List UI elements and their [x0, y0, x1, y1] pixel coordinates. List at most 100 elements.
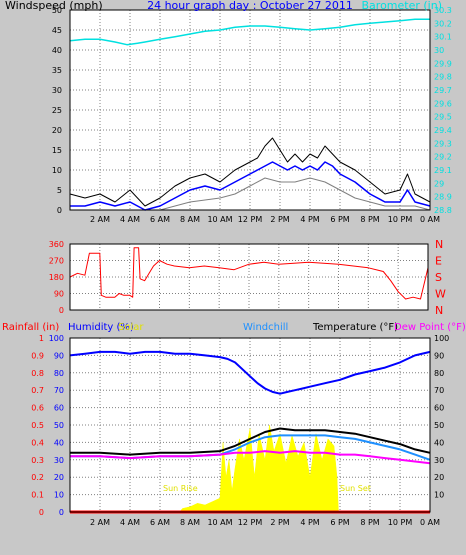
direction-y-tick-label: 90	[54, 290, 64, 299]
temperature-y-ticks: 10 20 30 40 50 60 70 80 90 100	[434, 334, 449, 500]
sun-set-label: Sun Set	[340, 484, 371, 493]
wind-y-tick-label: 45	[52, 26, 62, 35]
rain-y-tick-label: 0.1	[31, 491, 44, 500]
barometer-y-tick-label: 29.9	[434, 59, 452, 68]
x-tick-label: 2 PM	[270, 518, 289, 527]
grid-direction	[70, 243, 428, 311]
barometer-y-tick-label: 28.8	[434, 206, 452, 215]
wind-y-tick-label: 20	[52, 126, 62, 135]
rain-y-tick-label: 0.8	[31, 369, 44, 378]
temperature-legend: Rainfall (in) Humidity (%)Solar Windchill T…	[2, 322, 466, 333]
legend-label: Temperature (°F)	[312, 322, 398, 333]
barometer-y-tick-label: 29.7	[434, 86, 452, 95]
x-tick-label: 8 PM	[360, 215, 379, 224]
temperature-line	[70, 427, 431, 456]
wind-y-tick-label: 30	[52, 86, 62, 95]
compass-label: S	[435, 271, 442, 284]
x-tick-label: 2 AM	[90, 518, 110, 527]
barometer-y-tick-label: 29.3	[434, 139, 452, 148]
x-tick-label: 8 AM	[180, 518, 200, 527]
x-tick-label: 0 AM	[420, 215, 440, 224]
barometer-y-tick-label: 30.3	[434, 6, 452, 15]
wind-x-ticks: 2 AM 4 AM 6 AM 8 AM 10 AM 12 PM 2 PM 4 PM 6 PM 8 …	[90, 215, 440, 224]
x-tick-label: 4 PM	[300, 215, 319, 224]
rain-y-ticks: 0 0.1 0.2 0.3 0.4 0.5 0.6 0.7 0.8 0.9 1	[31, 334, 44, 517]
plot-border-temperature	[69, 337, 431, 513]
series-direction	[69, 247, 429, 300]
rain-y-tick-label: 0.5	[31, 421, 44, 430]
humidity-line	[69, 350, 431, 395]
x-tick-label: 10 AM	[207, 215, 232, 224]
direction-y-ticks: 0 90 180 270 360	[49, 240, 64, 315]
humidity-y-tick-label: 80	[54, 369, 64, 378]
wind-y-ticks: 0 5 10 15 20 25 30 35 40 45 50	[52, 6, 62, 215]
temperature-y-tick-label: 50	[434, 421, 444, 430]
compass-label: W	[435, 288, 446, 301]
legend-label: Rainfall (in)	[2, 322, 59, 333]
x-tick-label: 12 PM	[238, 215, 263, 224]
humidity-y-tick-label: 90	[54, 351, 64, 360]
sun-rise-label: Sun Rise	[163, 484, 198, 493]
temperature-y-tick-label: 60	[434, 404, 444, 413]
x-tick-label: 2 AM	[90, 215, 110, 224]
wind-y-tick-label: 0	[57, 206, 62, 215]
x-tick-label: 4 AM	[120, 215, 140, 224]
temperature-y-tick-label: 80	[434, 369, 444, 378]
barometer-y-tick-label: 30	[434, 46, 444, 55]
barometer-y-tick-label: 29.1	[434, 166, 452, 175]
wind-y-tick-label: 35	[52, 66, 62, 75]
x-tick-label: 2 PM	[270, 215, 289, 224]
wind-y-tick-label: 40	[52, 46, 62, 55]
legend-label: Dew Point (°F)	[394, 322, 466, 333]
humidity-y-tick-label: 20	[54, 473, 64, 482]
wind-y-tick-label: 50	[52, 6, 62, 15]
x-tick-label: 4 AM	[120, 518, 140, 527]
wind-y-tick-label: 25	[52, 106, 62, 115]
wind-y-tick-label: 5	[57, 186, 62, 195]
barometer-y-tick-label: 29.6	[434, 99, 452, 108]
windspeed-axis-label: Windspeed (mph)	[5, 0, 103, 12]
temperature-panel: Sun Rise Sun Set 0 0.1 0.2 0.3 0.4 0.5 0.6 0.7 0.…	[2, 322, 466, 527]
rain-y-tick-label: 0.6	[31, 404, 44, 413]
wind-y-tick-label: 10	[52, 166, 62, 175]
barometer-y-tick-label: 29.2	[434, 153, 452, 162]
series-wind	[69, 18, 431, 211]
humidity-y-tick-label: 70	[54, 386, 64, 395]
x-tick-label: 8 AM	[180, 215, 200, 224]
direction-line	[69, 247, 429, 300]
compass-label: N	[435, 238, 443, 251]
x-tick-label: 6 AM	[150, 518, 170, 527]
barometer-y-tick-label: 29.4	[434, 126, 452, 135]
compass-label: N	[435, 304, 443, 317]
rain-y-tick-label: 0.7	[31, 386, 44, 395]
x-tick-label: 0 AM	[420, 518, 440, 527]
windspeed-line	[69, 137, 431, 207]
temperature-y-tick-label: 10	[434, 491, 444, 500]
humidity-y-tick-label: 60	[54, 404, 64, 413]
rain-y-tick-label: 0.9	[31, 351, 44, 360]
humidity-y-tick-label: 30	[54, 456, 64, 465]
temperature-y-tick-label: 90	[434, 351, 444, 360]
x-tick-label: 6 PM	[330, 215, 349, 224]
humidity-y-ticks: 0 10 20 30 40 50 60 70 80 90 100	[49, 334, 64, 517]
direction-y-tick-label: 180	[49, 273, 64, 282]
humidity-y-tick-label: 10	[54, 491, 64, 500]
barometer-y-tick-label: 29.8	[434, 73, 452, 82]
rain-y-tick-label: 1	[39, 334, 44, 343]
barometer-y-tick-label: 30.1	[434, 33, 452, 42]
x-tick-label: 6 PM	[330, 518, 349, 527]
compass-label: E	[435, 255, 442, 268]
temperature-y-tick-label: 100	[434, 334, 449, 343]
series-temperature	[69, 350, 431, 514]
rain-y-tick-label: 0.2	[31, 473, 44, 482]
humidity-y-tick-label: 40	[54, 438, 64, 447]
x-tick-label: 6 AM	[150, 215, 170, 224]
humidity-y-tick-label: 100	[49, 334, 64, 343]
chart-title: 24 hour graph day : October 27 2011	[147, 0, 353, 12]
barometer-y-tick-label: 29	[434, 179, 444, 188]
plot-border-wind	[69, 9, 431, 211]
